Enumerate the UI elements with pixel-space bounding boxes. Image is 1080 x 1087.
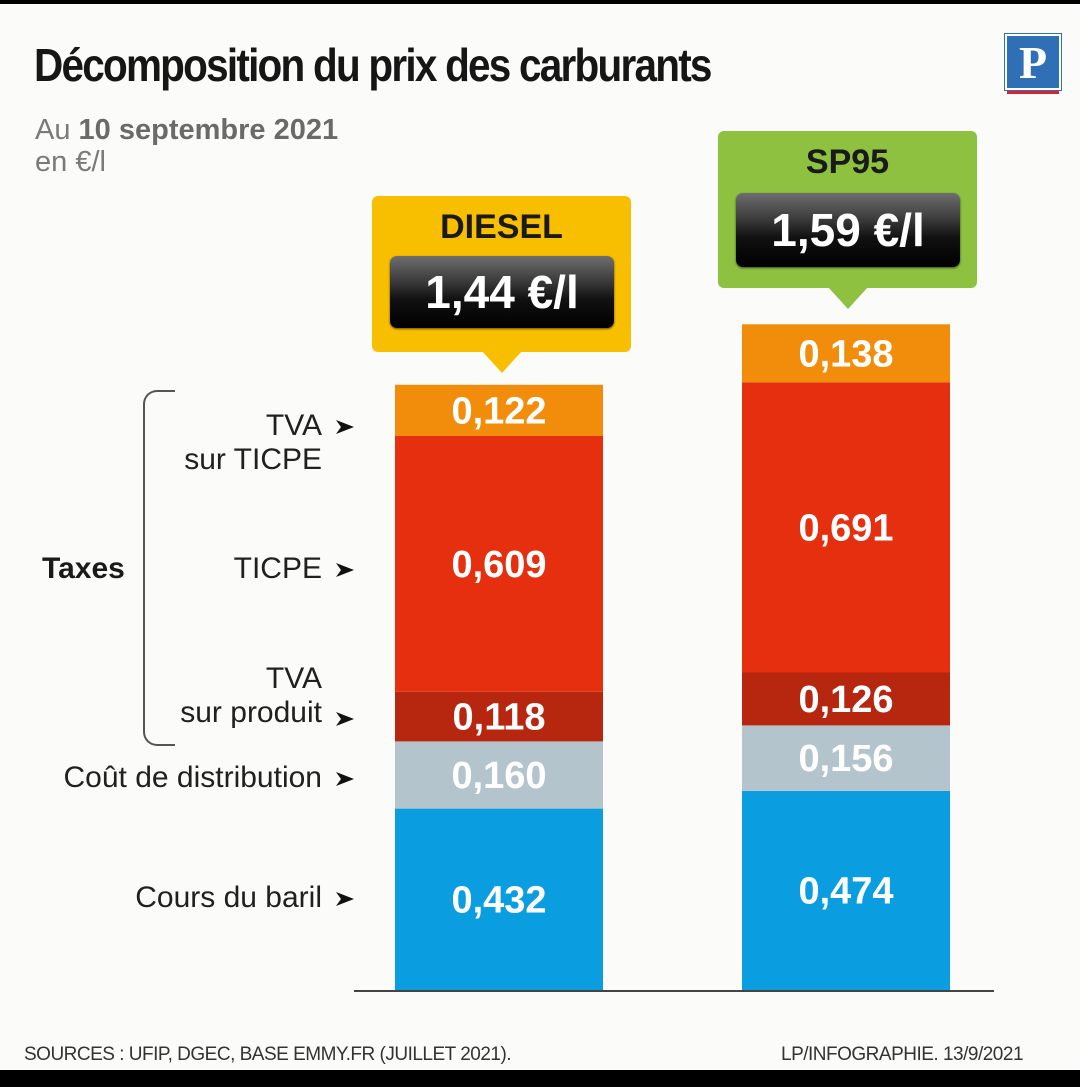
label-distribution: Coût de distribution <box>63 761 323 794</box>
arrow-icon <box>336 892 354 906</box>
taxes-bracket <box>143 390 175 746</box>
label-baril: Cours du baril <box>135 881 322 914</box>
bar-sp95-cout-de-distribution <box>742 725 950 791</box>
bar-sp95-cours-du-baril <box>742 790 950 990</box>
value-label-sp95-cours-du-baril: 0,474 <box>798 871 893 913</box>
bar-sp95-tva-sur-ticpe <box>742 324 950 383</box>
label-ticpe: TICPE <box>233 552 322 585</box>
arrow-icon <box>336 772 354 786</box>
sp95-name: SP95 <box>805 143 890 181</box>
label-tva-ticpe: TVA sur TICPE <box>184 409 322 477</box>
bar-sp95-ticpe <box>742 382 950 673</box>
value-label-diesel-cours-du-baril: 0,432 <box>451 879 546 921</box>
value-label-diesel-cout-de-distribution: 0,160 <box>451 755 546 797</box>
footer-credit: LP/INFOGRAPHIE. 13/9/2021 <box>781 1044 1024 1065</box>
value-label-sp95-cout-de-distribution: 0,156 <box>798 738 893 780</box>
bar-diesel-tva-sur-ticpe <box>395 384 603 436</box>
subtitle-prefix: Au <box>35 114 79 146</box>
subtitle-date: 10 septembre 2021 <box>78 114 339 146</box>
bar-sp95-tva-sur-produit <box>742 672 950 726</box>
diesel-name: DIESEL <box>440 208 563 246</box>
diesel-callout-pointer <box>482 351 522 373</box>
bar-diesel-cout-de-distribution <box>395 741 603 809</box>
arrow-icon <box>336 563 354 577</box>
chart-unit: en €/l <box>35 146 106 178</box>
bar-diesel-ticpe <box>395 436 603 692</box>
value-label-diesel-tva-sur-produit: 0,118 <box>453 697 546 739</box>
label-tva-produit-line2: sur produit <box>180 696 322 729</box>
label-tva-produit-line1: TVA <box>265 662 322 695</box>
value-label-diesel-ticpe: 0,609 <box>451 544 546 586</box>
arrow-icon <box>336 712 354 726</box>
arrow-icon <box>336 420 354 434</box>
sp95-price: 1,59 €/l <box>736 193 960 267</box>
value-label-sp95-ticpe: 0,691 <box>798 507 893 549</box>
sp95-callout-pointer <box>828 287 868 309</box>
sp95-callout: SP95 1,59 €/l <box>718 131 977 309</box>
le-parisien-logo: P <box>1005 34 1061 94</box>
chart-subtitle: Au 10 septembre 2021 <box>35 112 338 148</box>
footer-sources: SOURCES : UFIP, DGEC, BASE EMMY.FR (JUIL… <box>24 1044 512 1065</box>
label-tva-produit: TVA sur produit <box>180 662 322 730</box>
bar-diesel-cours-du-baril <box>395 808 603 990</box>
chart-title: Décomposition du prix des carburants <box>34 39 712 91</box>
taxes-label: Taxes <box>42 552 125 585</box>
value-label-sp95-tva-sur-ticpe: 0,138 <box>798 333 893 375</box>
diesel-price: 1,44 €/l <box>390 256 614 328</box>
bar-diesel-tva-sur-produit <box>395 691 603 742</box>
value-label-diesel-tva-sur-ticpe: 0,122 <box>451 390 546 432</box>
label-tva-ticpe-line1: TVA <box>265 409 322 442</box>
value-label-sp95-tva-sur-produit: 0,126 <box>798 679 893 721</box>
label-tva-ticpe-line2: sur TICPE <box>184 443 322 476</box>
diesel-callout: DIESEL 1,44 €/l <box>372 196 631 373</box>
